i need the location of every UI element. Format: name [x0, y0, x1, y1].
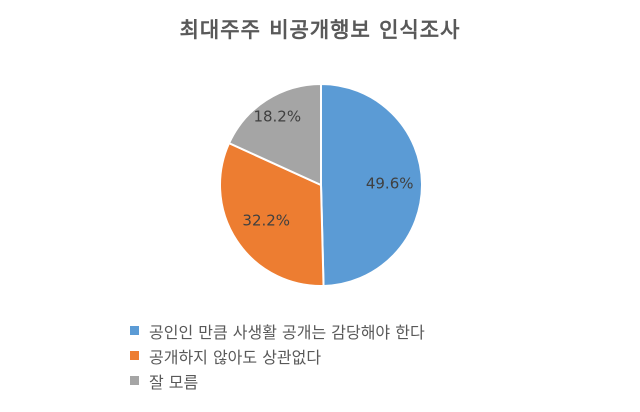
data-label-3: 18.2%: [253, 108, 301, 126]
pie-slice-3: [227, 82, 322, 187]
data-label-1: 49.6%: [366, 175, 414, 193]
legend-label-3: 잘 모름: [149, 372, 199, 392]
legend-swatch-1: [130, 326, 139, 335]
data-label-2: 32.2%: [242, 212, 290, 230]
pie-slice-2: [219, 141, 325, 287]
legend-swatch-3: [130, 376, 139, 385]
legend-label-2: 공개하지 않아도 상관없다: [149, 347, 322, 367]
pie-slice-1: [320, 82, 423, 287]
chart-title: 최대주주 비공개행보 인식조사: [179, 18, 461, 42]
legend-item-3: 잘 모름: [130, 368, 425, 393]
legend-label-1: 공인인 만큼 사생활 공개는 감당해야 한다: [149, 322, 425, 342]
legend-item-1: 공인인 만큼 사생활 공개는 감당해야 한다: [130, 318, 425, 343]
legend-item-2: 공개하지 않아도 상관없다: [130, 343, 425, 368]
legend-swatch-2: [130, 351, 139, 360]
